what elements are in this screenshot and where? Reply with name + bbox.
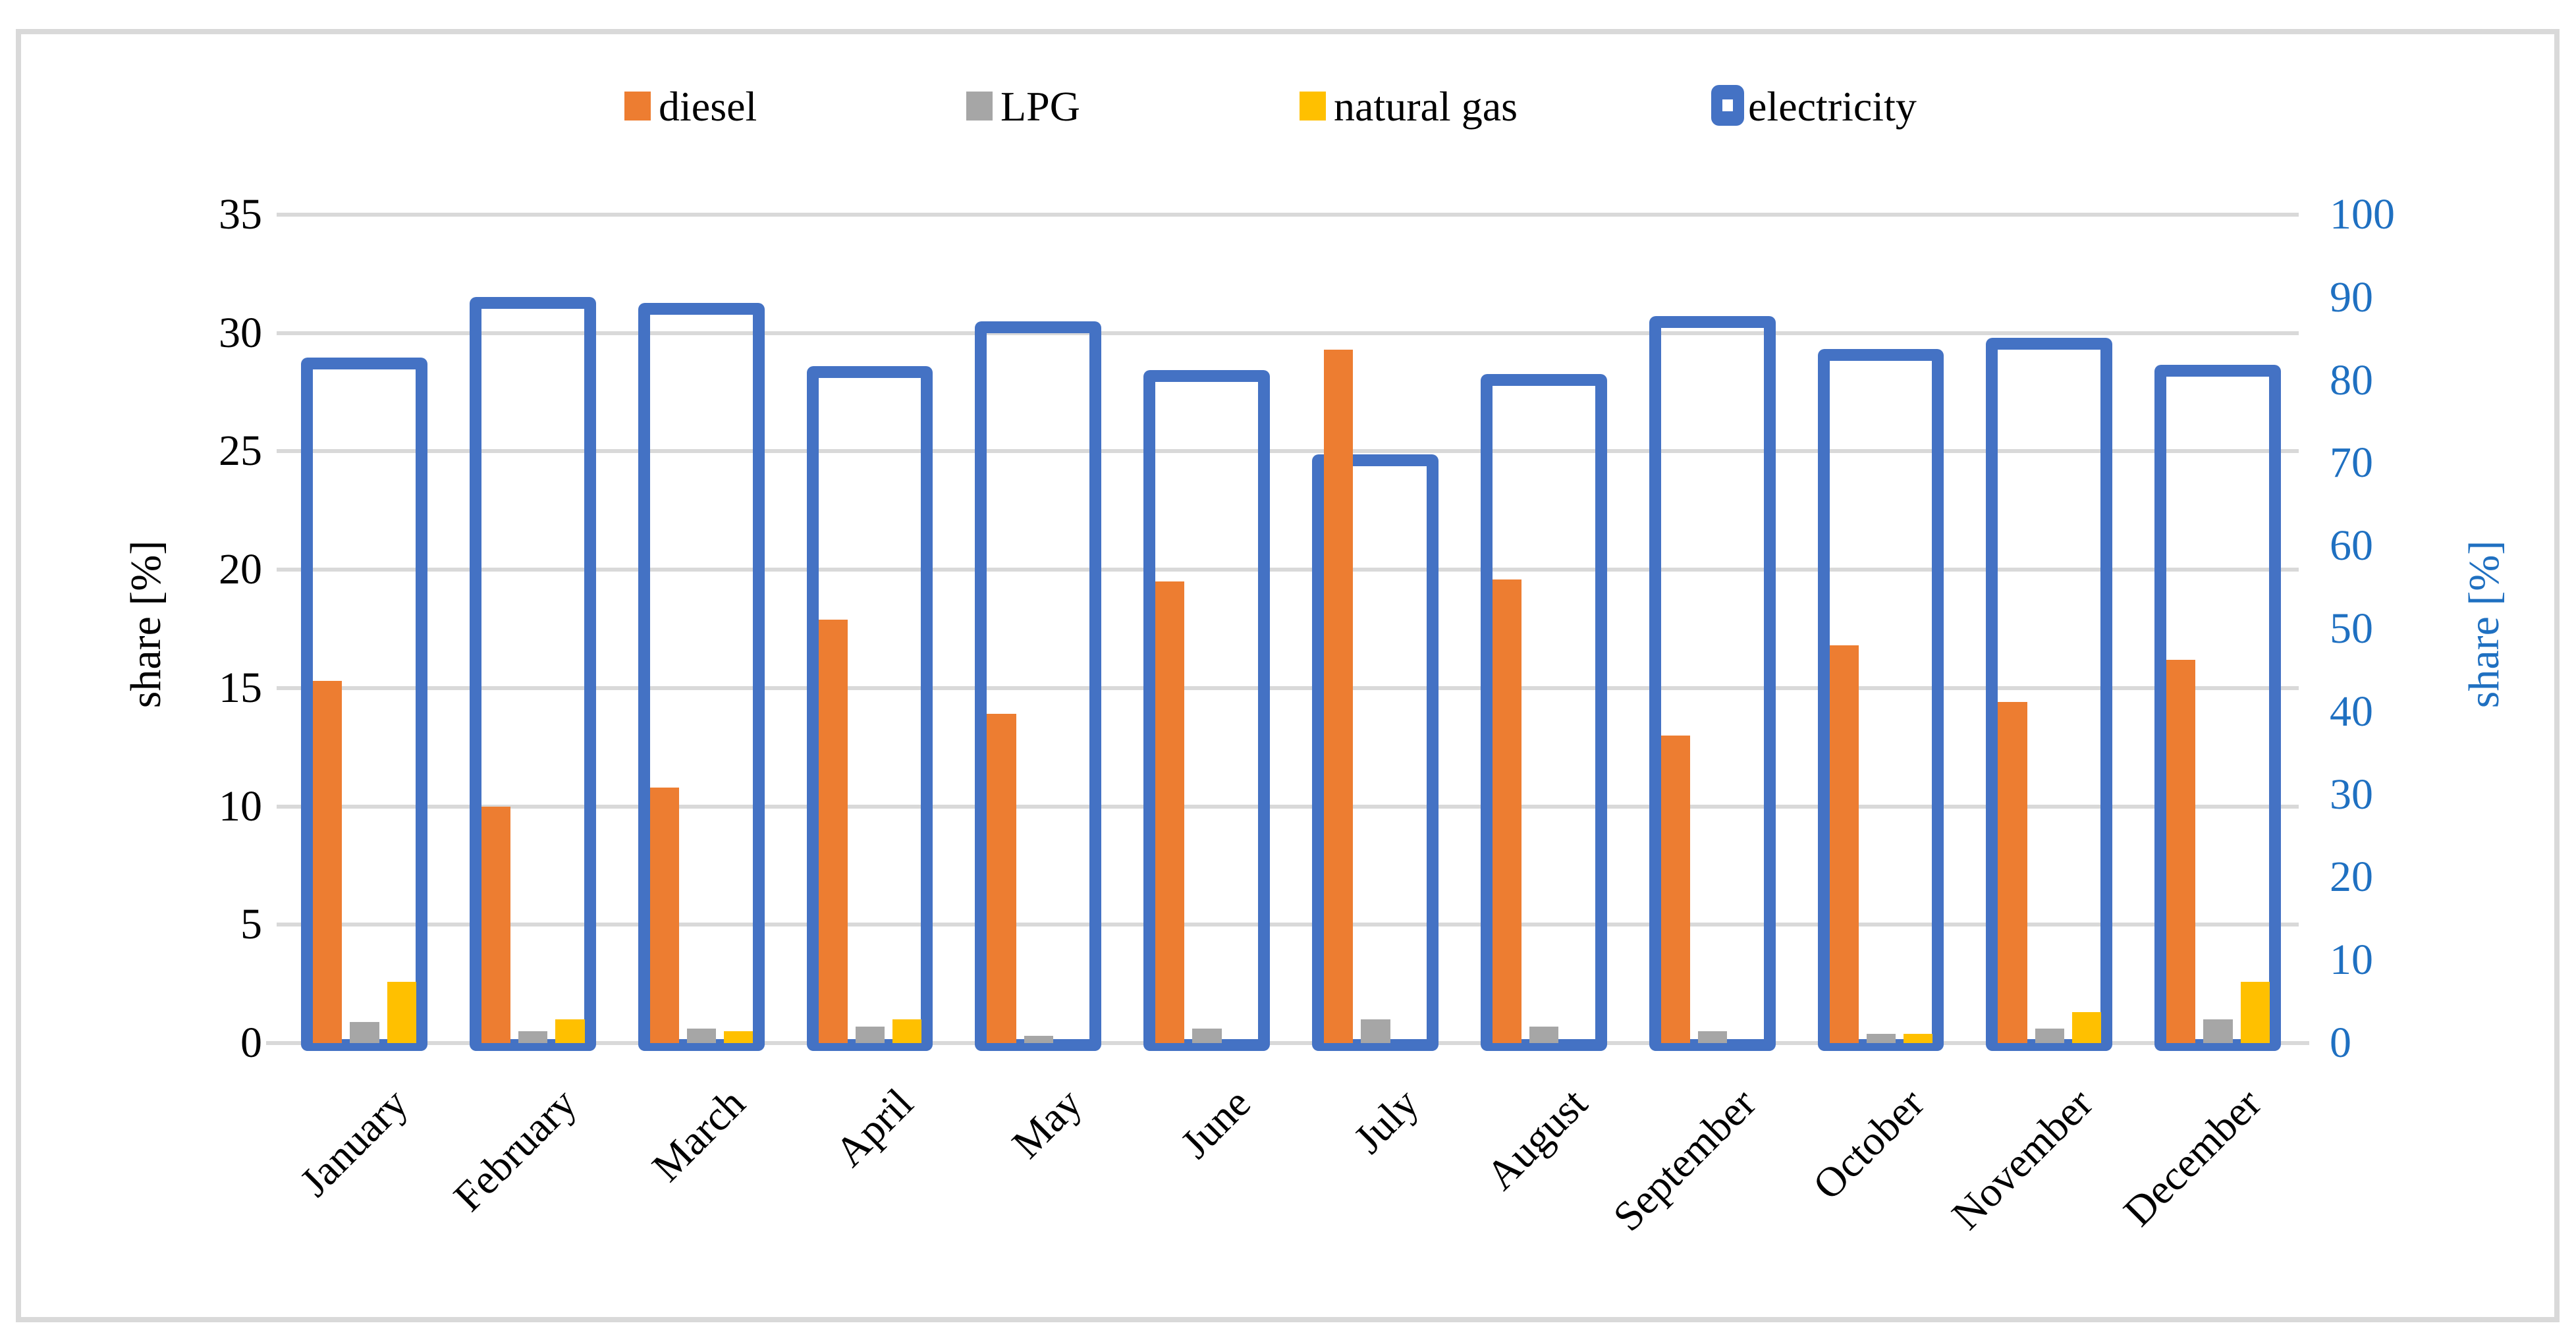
bar-natural-gas-december [2240, 981, 2270, 1043]
legend-swatch-diesel-icon [624, 92, 651, 121]
bar-lpg-june [1192, 1029, 1222, 1043]
bar-diesel-august [1492, 579, 1522, 1043]
bar-lpg-october [1866, 1033, 1896, 1043]
legend-label-diesel: diesel [659, 83, 757, 130]
legend-swatch-lpg-icon [966, 92, 993, 121]
right-axis-tick-80: 80 [2330, 356, 2373, 404]
bar-diesel-june [1155, 581, 1185, 1043]
bar-diesel-december [2166, 659, 2196, 1043]
bar-electricity-may [975, 321, 1102, 1051]
left-axis-title: share [%] [122, 540, 170, 709]
bar-electricity-february [469, 297, 596, 1051]
bar-diesel-april [818, 619, 848, 1043]
bar-natural-gas-april [892, 1019, 922, 1043]
bar-electricity-november [1986, 337, 2113, 1051]
left-axis-tick-25: 25 [219, 427, 262, 475]
bar-diesel-march [649, 787, 679, 1043]
left-axis-tick-0: 0 [240, 1019, 262, 1067]
bar-electricity-december [2154, 365, 2282, 1051]
legend-label-lpg: LPG [1000, 83, 1080, 130]
bar-electricity-march [638, 302, 765, 1051]
bar-diesel-october [1829, 645, 1859, 1043]
right-axis-tick-90: 90 [2330, 273, 2373, 321]
gridline-10 [277, 804, 2299, 809]
left-axis-tick-5: 5 [240, 900, 262, 949]
bar-lpg-august [1529, 1026, 1559, 1043]
gridline-5 [277, 923, 2299, 927]
bar-lpg-february [518, 1031, 548, 1043]
bar-diesel-november [1998, 702, 2027, 1043]
bar-lpg-march [686, 1029, 717, 1043]
right-axis-tick-40: 40 [2330, 687, 2373, 736]
bar-electricity-april [806, 365, 933, 1051]
right-axis-tick-60: 60 [2330, 522, 2373, 570]
gridline-15 [277, 685, 2299, 690]
gridline-30 [277, 331, 2299, 335]
bar-electricity-july [1312, 454, 1439, 1051]
bar-natural-gas-february [555, 1019, 585, 1043]
bar-natural-gas-october [1904, 1033, 1933, 1043]
bar-natural-gas-march [724, 1031, 754, 1043]
bar-lpg-may [1024, 1036, 1053, 1043]
gridline-20 [277, 568, 2299, 572]
left-axis-tick-10: 10 [219, 782, 262, 830]
bar-diesel-july [1324, 349, 1354, 1043]
right-axis-tick-50: 50 [2330, 605, 2373, 653]
bar-diesel-september [1660, 735, 1690, 1043]
bar-lpg-november [2035, 1029, 2064, 1043]
right-axis-tick-100: 100 [2330, 190, 2395, 238]
bar-diesel-may [987, 714, 1016, 1043]
legend-swatch-electricity-icon [1711, 85, 1744, 126]
chart-frame [16, 29, 2560, 1322]
x-axis-line [266, 1041, 2309, 1045]
bar-diesel-february [481, 806, 511, 1043]
right-axis-tick-30: 30 [2330, 770, 2373, 819]
bar-electricity-september [1649, 316, 1776, 1051]
bar-lpg-january [350, 1021, 379, 1043]
bar-diesel-january [313, 681, 343, 1043]
bar-natural-gas-november [2071, 1012, 2102, 1043]
legend-label-natural-gas: natural gas [1334, 83, 1518, 130]
bar-lpg-july [1361, 1019, 1390, 1043]
right-axis-tick-0: 0 [2330, 1019, 2351, 1067]
legend-swatch-hole [1722, 99, 1733, 111]
plot-area [266, 213, 2309, 1051]
gridline-25 [277, 449, 2299, 454]
right-axis-title: share [%] [2460, 540, 2508, 709]
bar-lpg-december [2203, 1019, 2233, 1043]
gridline-35 [277, 213, 2299, 217]
bar-electricity-august [1480, 374, 1607, 1051]
bar-lpg-september [1697, 1031, 1728, 1043]
left-axis-tick-15: 15 [219, 663, 262, 712]
left-axis-tick-35: 35 [219, 190, 262, 238]
right-axis-tick-10: 10 [2330, 936, 2373, 984]
right-axis-tick-70: 70 [2330, 439, 2373, 487]
left-axis-tick-30: 30 [219, 308, 262, 357]
legend-label-electricity: electricity [1748, 83, 1917, 130]
left-axis-tick-20: 20 [219, 545, 262, 594]
bar-electricity-june [1143, 369, 1271, 1051]
legend-swatch-natural-gas-icon [1300, 92, 1326, 121]
bar-lpg-april [855, 1026, 885, 1043]
bar-natural-gas-january [387, 981, 416, 1043]
right-axis-tick-20: 20 [2330, 853, 2373, 901]
